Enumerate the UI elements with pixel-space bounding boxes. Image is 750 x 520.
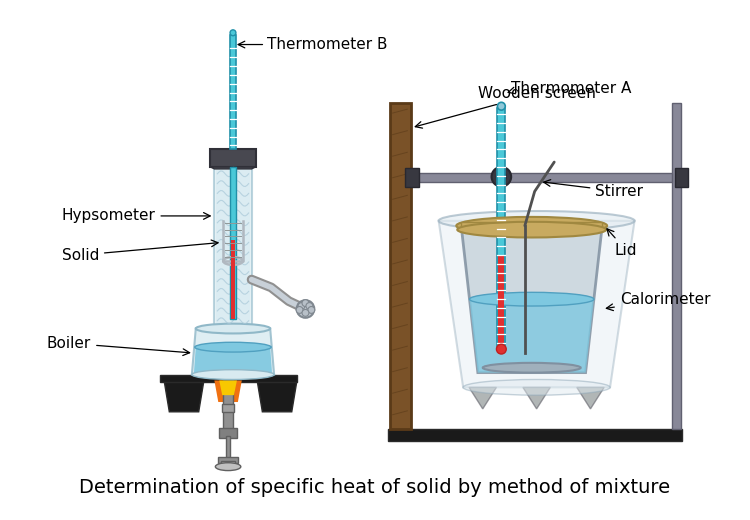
Bar bbox=[224, 381, 233, 432]
Polygon shape bbox=[470, 299, 594, 373]
Text: Solid: Solid bbox=[62, 240, 218, 263]
Text: Thermometer B: Thermometer B bbox=[267, 37, 388, 52]
Polygon shape bbox=[164, 382, 203, 412]
Bar bbox=[230, 167, 236, 319]
Bar bbox=[499, 255, 504, 348]
Ellipse shape bbox=[458, 222, 606, 238]
Ellipse shape bbox=[464, 380, 610, 395]
Polygon shape bbox=[219, 381, 237, 395]
Bar bbox=[226, 436, 230, 459]
Text: Wooden screen: Wooden screen bbox=[416, 86, 596, 128]
Bar bbox=[160, 374, 297, 382]
Polygon shape bbox=[577, 387, 604, 409]
Ellipse shape bbox=[470, 292, 594, 306]
Ellipse shape bbox=[195, 342, 272, 352]
Polygon shape bbox=[461, 226, 602, 373]
Text: Calorimeter: Calorimeter bbox=[606, 292, 710, 310]
Polygon shape bbox=[257, 382, 297, 412]
Bar bbox=[219, 428, 237, 438]
Polygon shape bbox=[214, 381, 242, 402]
Bar bbox=[211, 149, 256, 167]
Text: Boiler: Boiler bbox=[47, 336, 190, 356]
Bar bbox=[221, 461, 235, 466]
Circle shape bbox=[306, 303, 313, 309]
Bar bbox=[390, 103, 411, 430]
Polygon shape bbox=[211, 167, 256, 169]
Circle shape bbox=[296, 306, 303, 314]
Bar bbox=[411, 173, 672, 181]
Circle shape bbox=[297, 300, 314, 318]
Bar bbox=[672, 103, 680, 430]
Bar bbox=[461, 222, 602, 230]
Polygon shape bbox=[192, 329, 274, 374]
Polygon shape bbox=[439, 221, 634, 387]
Text: Stirrer: Stirrer bbox=[544, 179, 644, 199]
Bar bbox=[388, 430, 682, 441]
Ellipse shape bbox=[192, 370, 274, 380]
Bar bbox=[231, 240, 235, 319]
Circle shape bbox=[302, 309, 309, 316]
Bar bbox=[218, 457, 238, 463]
Bar bbox=[214, 167, 251, 329]
Bar bbox=[216, 169, 250, 327]
Bar bbox=[675, 168, 688, 187]
Ellipse shape bbox=[215, 463, 241, 471]
Circle shape bbox=[302, 300, 309, 306]
Ellipse shape bbox=[439, 211, 634, 230]
Circle shape bbox=[496, 344, 506, 354]
Text: Thermometer A: Thermometer A bbox=[512, 81, 632, 96]
Ellipse shape bbox=[196, 323, 270, 333]
Text: Hypsometer: Hypsometer bbox=[62, 209, 210, 224]
Bar bbox=[405, 168, 419, 187]
Circle shape bbox=[496, 172, 506, 181]
Bar bbox=[497, 108, 506, 348]
Circle shape bbox=[491, 167, 512, 187]
Polygon shape bbox=[469, 387, 496, 409]
Text: Lid: Lid bbox=[607, 229, 638, 258]
Circle shape bbox=[497, 102, 506, 110]
Ellipse shape bbox=[461, 218, 602, 233]
Bar bbox=[222, 404, 234, 412]
Ellipse shape bbox=[456, 217, 607, 235]
Text: Determination of specific heat of solid by method of mixture: Determination of specific heat of solid … bbox=[80, 478, 670, 497]
Circle shape bbox=[230, 30, 236, 36]
Circle shape bbox=[298, 303, 305, 309]
Circle shape bbox=[308, 306, 315, 314]
Polygon shape bbox=[523, 387, 550, 409]
Polygon shape bbox=[194, 347, 272, 374]
Ellipse shape bbox=[483, 363, 580, 373]
Bar bbox=[230, 35, 236, 149]
